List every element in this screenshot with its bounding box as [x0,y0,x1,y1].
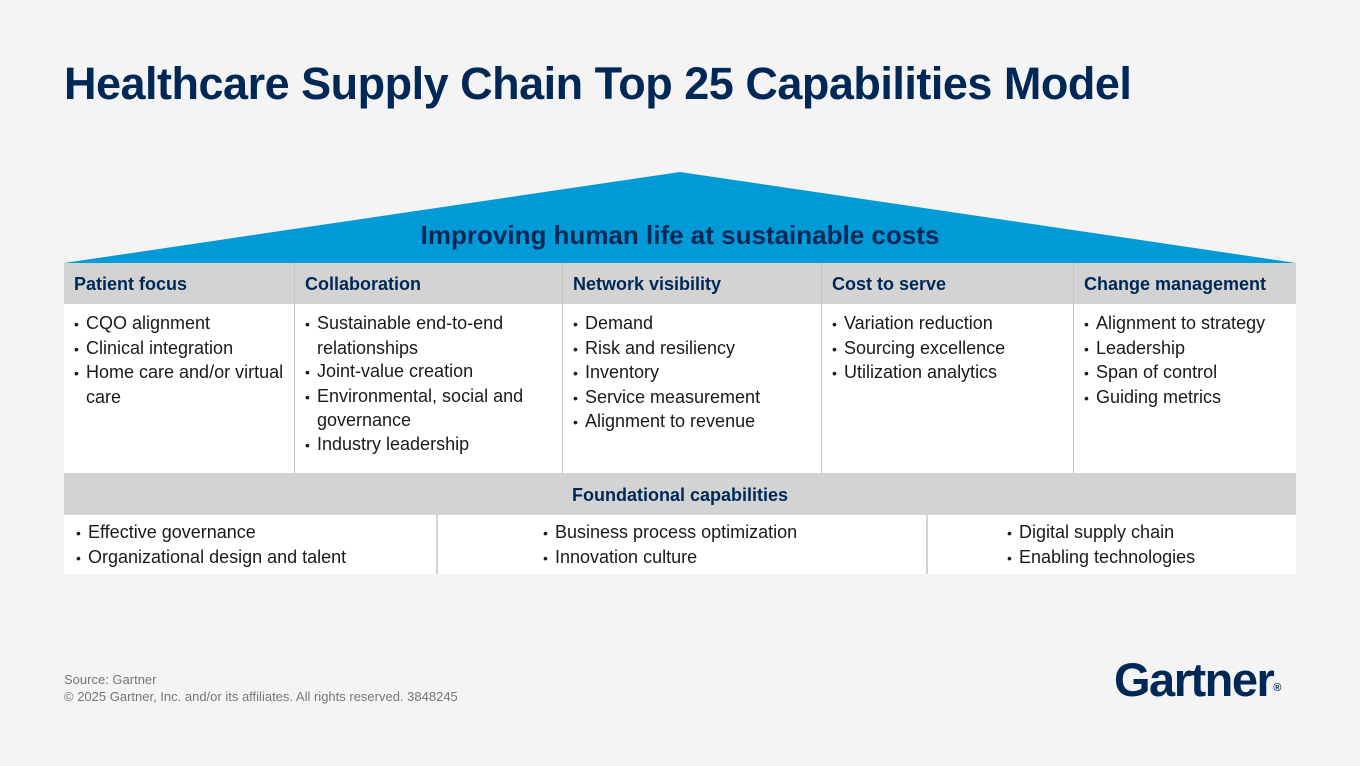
list-item: Inventory [573,361,813,386]
page-title: Healthcare Supply Chain Top 25 Capabilit… [64,58,1132,109]
gartner-logo: Gartner® [1114,652,1281,707]
pillar-body-collaboration: Sustainable end-to-end relationships Joi… [294,304,562,473]
pillar-body-patient-focus: CQO alignment Clinical integration Home … [64,304,294,473]
roof-text: Improving human life at sustainable cost… [420,220,940,250]
registered-mark: ® [1273,682,1282,694]
pillar-heading-cost-to-serve: Cost to serve [821,263,1073,304]
roof-triangle [64,172,1296,263]
list-item: Demand [573,312,813,337]
list-item: Span of control [1084,361,1288,386]
list-item: Innovation culture [543,546,926,571]
foundation-group: Effective governance Organizational desi… [64,515,436,574]
pillar-body-change-management: Alignment to strategy Leadership Span of… [1073,304,1296,473]
list-item: Joint-value creation [305,360,554,385]
pillar-heading-network-visibility: Network visibility [562,263,821,304]
roof-shape [64,172,1296,263]
foundation-group: Digital supply chain Enabling technologi… [926,515,1296,574]
pillar-body-cost-to-serve: Variation reduction Sourcing excellence … [821,304,1073,473]
source-note: Source: Gartner [64,672,157,687]
logo-text: Gartner [1114,653,1275,706]
list-item: Utilization analytics [832,361,1065,386]
list-item: Service measurement [573,386,813,411]
list-item: Leadership [1084,337,1288,362]
list-item: Guiding metrics [1084,386,1288,411]
copyright-note: © 2025 Gartner, Inc. and/or its affiliat… [64,689,458,704]
list-item: Sourcing excellence [832,337,1065,362]
list-item: Alignment to strategy [1084,312,1288,337]
pillar-heading-change-management: Change management [1073,263,1296,304]
list-item: Industry leadership [305,433,554,458]
foundation-heading: Foundational capabilities [64,473,1296,515]
list-item: Organizational design and talent [76,546,436,571]
list-item: Business process optimization [543,521,926,546]
list-item: CQO alignment [74,312,286,337]
list-item: Effective governance [76,521,436,546]
list-item: Variation reduction [832,312,1065,337]
pillar-body-network-visibility: Demand Risk and resiliency Inventory Ser… [562,304,821,473]
pillar-heading-collaboration: Collaboration [294,263,562,304]
list-item: Digital supply chain [1007,521,1296,546]
list-item: Enabling technologies [1007,546,1296,571]
list-item: Sustainable end-to-end relationships [305,312,554,360]
list-item: Environmental, social and governance [305,385,554,433]
pillar-heading-patient-focus: Patient focus [64,263,294,304]
list-item: Home care and/or virtual care [74,361,286,409]
list-item: Clinical integration [74,337,286,362]
list-item: Risk and resiliency [573,337,813,362]
list-item: Alignment to revenue [573,410,813,435]
foundation-group: Business process optimization Innovation… [436,515,926,574]
